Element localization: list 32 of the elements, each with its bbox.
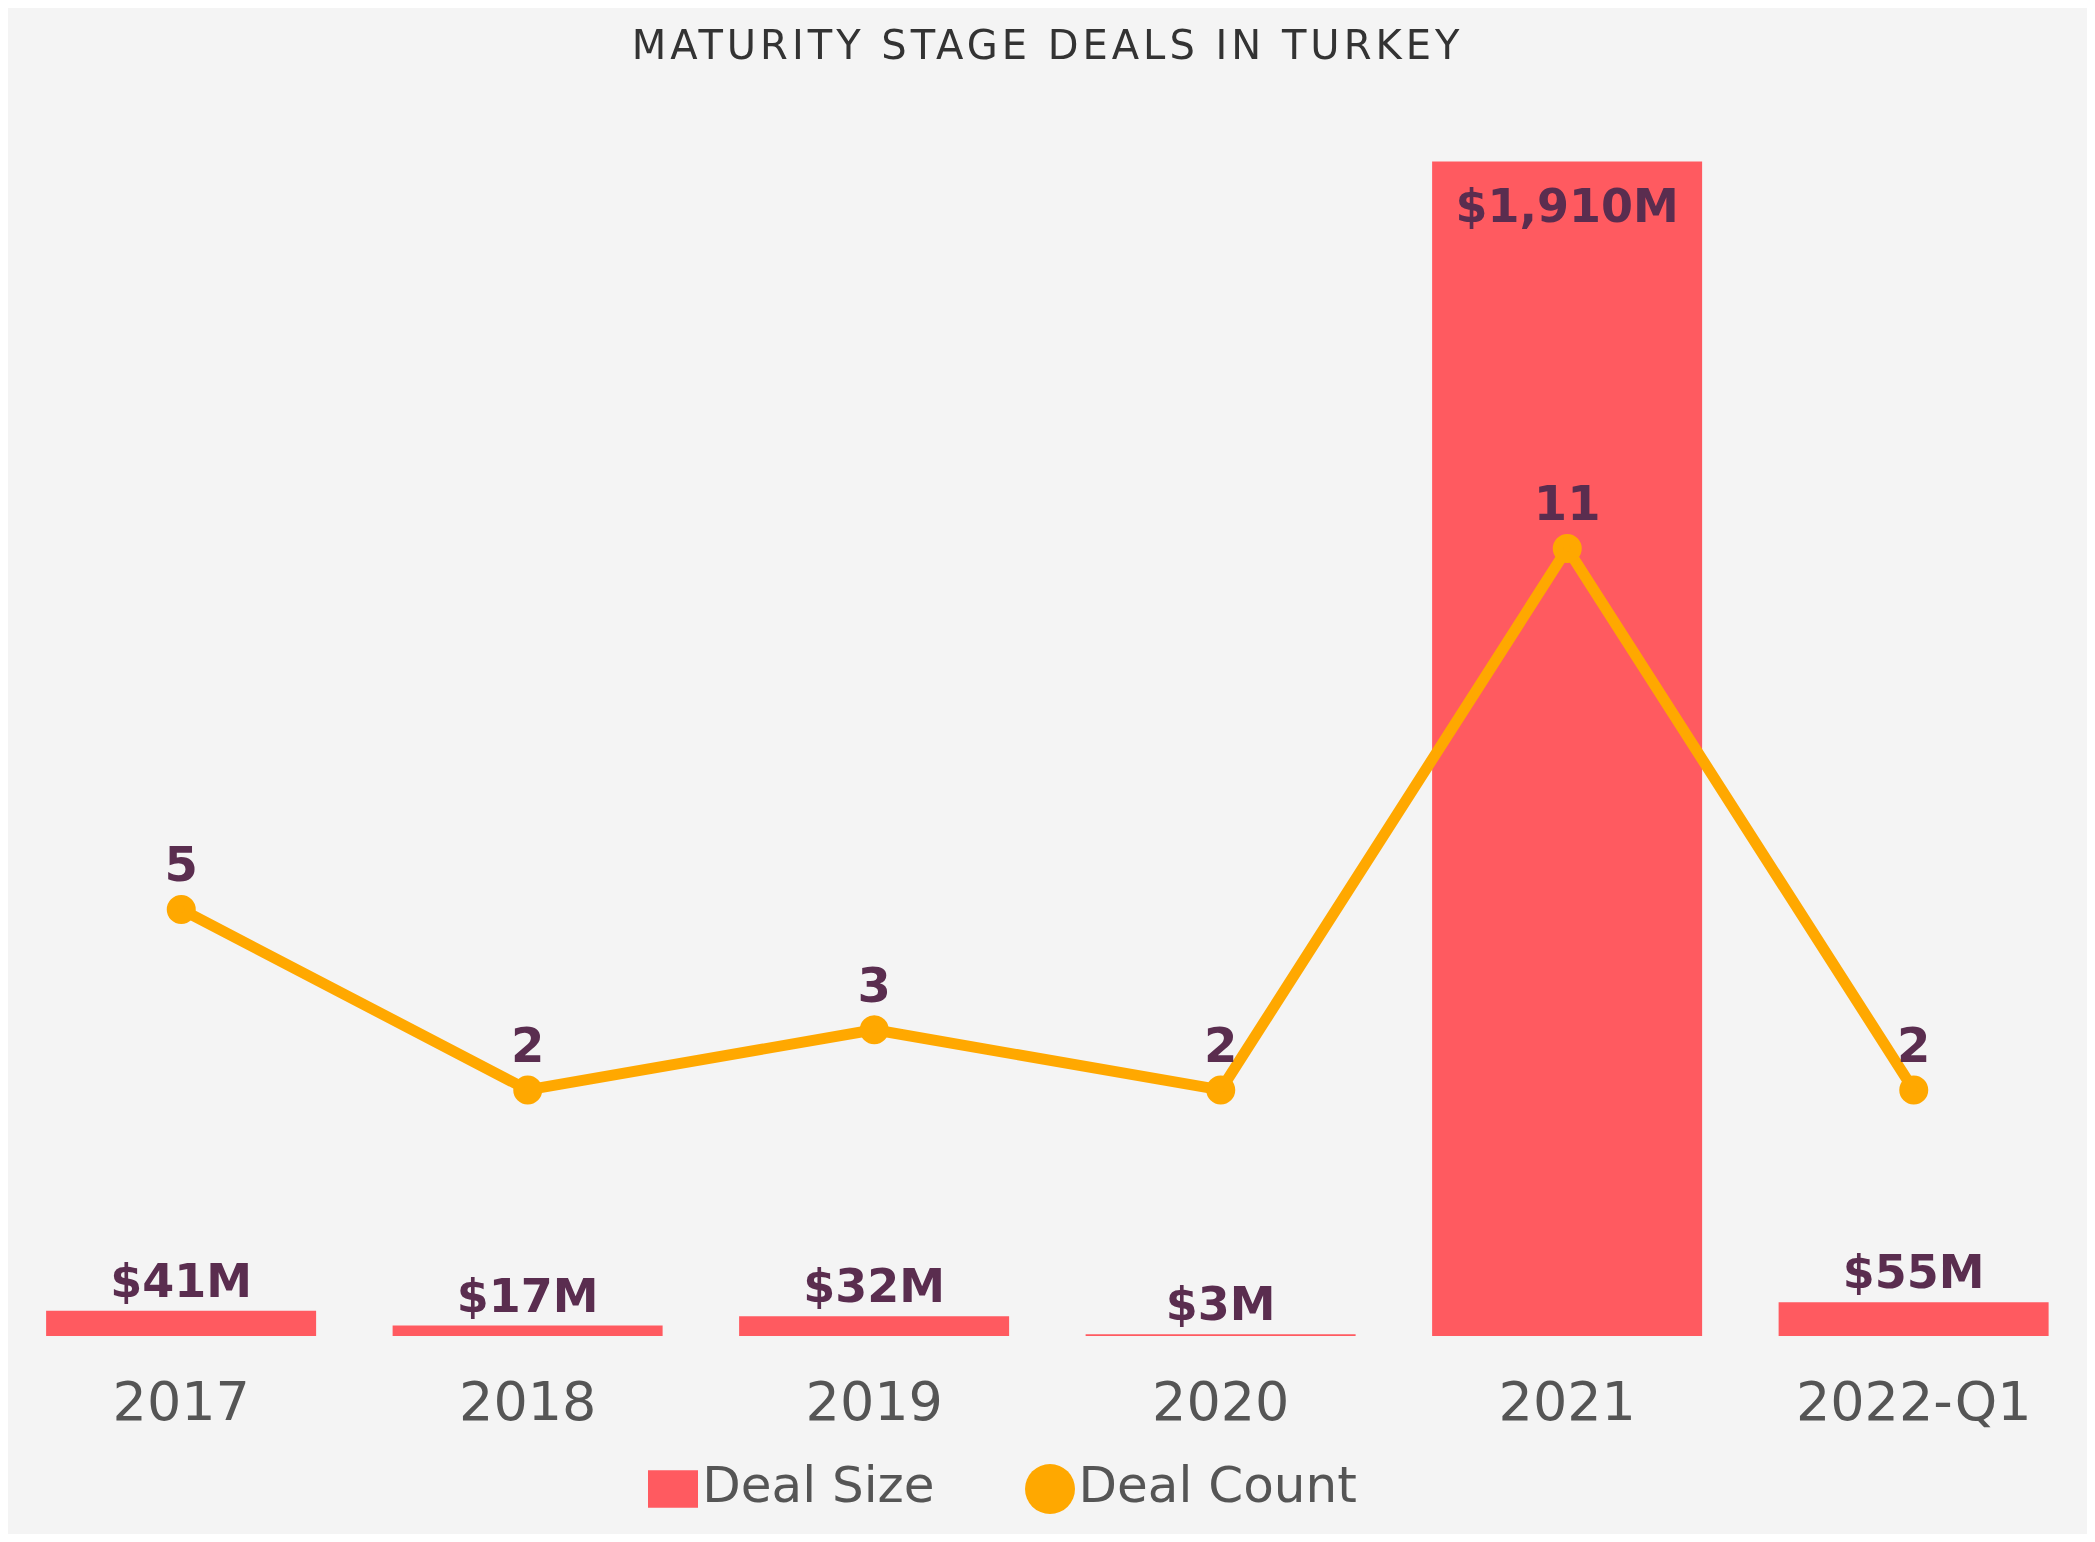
bar bbox=[739, 1316, 1010, 1336]
data-label: 3 bbox=[857, 956, 891, 1013]
data-label: $32M bbox=[803, 1259, 946, 1314]
point bbox=[859, 1015, 889, 1045]
data-label: $41M bbox=[110, 1253, 253, 1308]
data-label: $55M bbox=[1842, 1245, 1985, 1300]
data-label: $3M bbox=[1165, 1277, 1276, 1332]
point bbox=[1552, 533, 1582, 563]
data-label: 5 bbox=[164, 836, 198, 893]
data-label: 2 bbox=[511, 1016, 545, 1073]
bar bbox=[1432, 161, 1703, 1336]
x-tick-label: 2022-Q1 bbox=[1795, 1370, 2032, 1434]
point bbox=[166, 894, 196, 924]
x-tick-label: 2019 bbox=[805, 1370, 943, 1434]
x-tick-label: 2018 bbox=[459, 1370, 597, 1434]
data-label: 11 bbox=[1533, 475, 1601, 532]
point bbox=[1899, 1075, 1929, 1105]
bar bbox=[46, 1310, 317, 1336]
legend-label: Deal Size bbox=[702, 1456, 935, 1514]
x-tick-label: 2020 bbox=[1152, 1370, 1290, 1434]
bar bbox=[392, 1325, 663, 1336]
chart-title: MATURITY STAGE DEALS IN TURKEY bbox=[630, 21, 1465, 70]
data-label: 2 bbox=[1897, 1016, 1931, 1073]
data-label: $1,910M bbox=[1455, 178, 1679, 233]
point bbox=[513, 1075, 543, 1105]
data-label: $17M bbox=[456, 1268, 599, 1323]
point bbox=[1206, 1075, 1236, 1105]
legend-label: Deal Count bbox=[1078, 1456, 1357, 1514]
x-tick-label: 2017 bbox=[112, 1370, 250, 1434]
bar bbox=[1778, 1302, 2049, 1336]
data-label: 2 bbox=[1204, 1016, 1238, 1073]
x-tick-label: 2021 bbox=[1498, 1370, 1636, 1434]
